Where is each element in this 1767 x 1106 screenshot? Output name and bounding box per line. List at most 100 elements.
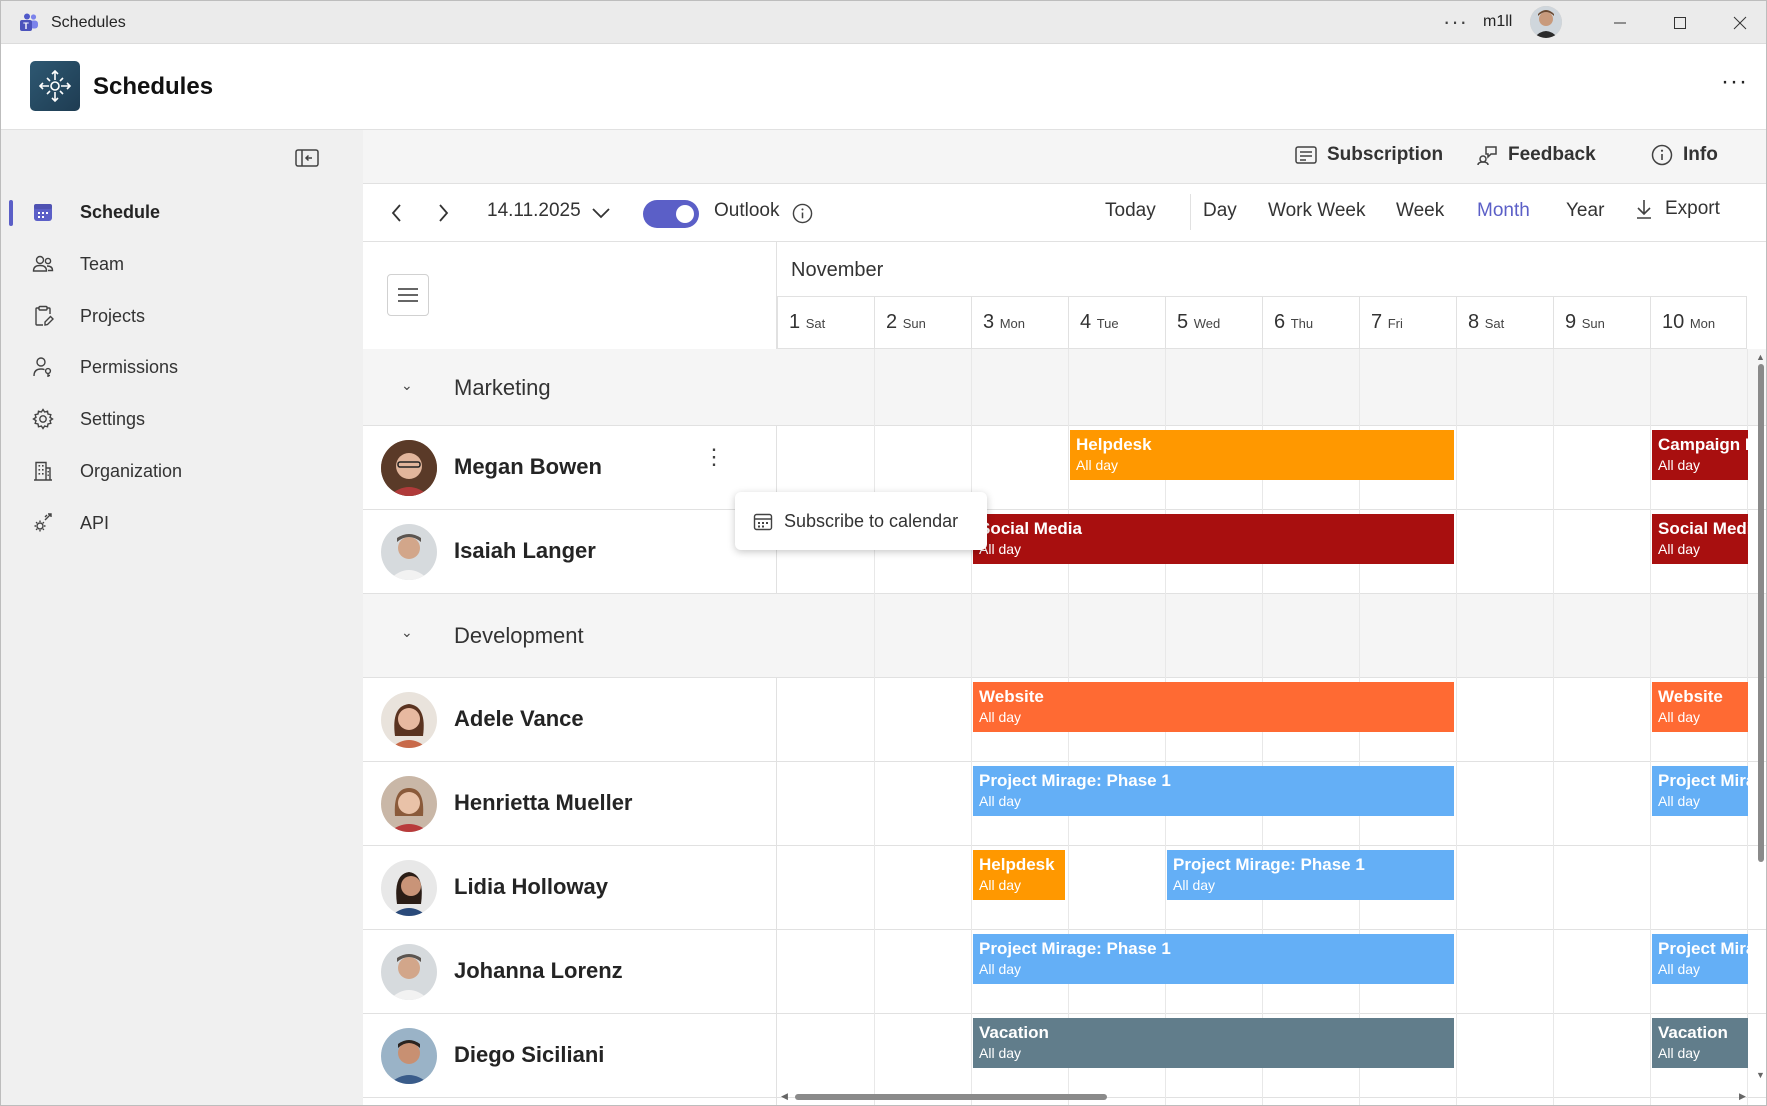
event-campaign-launch[interactable]: Campaign LaunchAll day: [1652, 430, 1748, 480]
scroll-down-icon[interactable]: ▼: [1756, 1070, 1765, 1080]
sidebar-item-label: API: [80, 513, 110, 533]
hamburger-icon: [398, 288, 418, 302]
event-website[interactable]: Website All day: [973, 682, 1454, 732]
people-icon: [32, 255, 54, 272]
chevron-down-icon[interactable]: [591, 206, 611, 220]
sidebar-item-organization[interactable]: Organization: [1, 449, 363, 493]
day-header: 2 Sun: [874, 296, 971, 349]
group-row-development[interactable]: ⌄ Development: [363, 594, 1766, 678]
minimize-icon[interactable]: [1597, 9, 1643, 37]
menu-button[interactable]: [387, 274, 429, 316]
person-name: Adele Vance: [454, 706, 584, 731]
day-header: 5 Wed: [1165, 296, 1262, 349]
day-header: 3 Mon: [971, 296, 1068, 349]
view-day[interactable]: Day: [1203, 200, 1237, 221]
export-label: Export: [1665, 198, 1720, 219]
scrollbar-thumb[interactable]: [1758, 364, 1764, 862]
api-icon: [34, 513, 52, 532]
user-avatar[interactable]: [1530, 6, 1562, 38]
day-header: 4 Tue: [1068, 296, 1165, 349]
view-month[interactable]: Month: [1477, 200, 1530, 221]
event-vacation[interactable]: Vacation All day: [973, 1018, 1454, 1068]
toolbar-divider: [1190, 194, 1191, 230]
view-week[interactable]: Week: [1396, 200, 1445, 221]
grid-line: [1650, 349, 1651, 1105]
close-icon[interactable]: [1717, 9, 1763, 37]
app-more-icon[interactable]: ···: [1721, 68, 1748, 95]
day-header: 10 Mon: [1650, 296, 1747, 349]
sidebar-item-team[interactable]: Team: [1, 242, 363, 286]
group-row-marketing[interactable]: ⌄ Marketing: [363, 349, 1766, 426]
sidebar-item-permissions[interactable]: Permissions: [1, 345, 363, 389]
scroll-left-icon[interactable]: ◀: [781, 1091, 788, 1101]
horizontal-scrollbar[interactable]: ◀ ▶: [781, 1091, 1751, 1103]
sidebar-item-api[interactable]: API: [1, 501, 363, 545]
scroll-up-icon[interactable]: ▲: [1756, 352, 1765, 362]
avatar: [381, 944, 437, 1000]
person-row[interactable]: Isaiah Langer: [363, 510, 1766, 594]
gear-icon: [32, 408, 54, 430]
calendar-icon: [753, 513, 773, 531]
person-row[interactable]: Johanna Lorenz: [363, 930, 1766, 1014]
person-name: Henrietta Mueller: [454, 790, 633, 815]
group-name: Development: [454, 623, 584, 648]
sidebar-item-settings[interactable]: Settings: [1, 397, 363, 441]
subscribe-to-calendar-item[interactable]: Subscribe to calendar: [784, 511, 959, 531]
grid-line: [874, 349, 875, 1105]
sidebar-item-projects[interactable]: Projects: [1, 294, 363, 338]
info-icon[interactable]: [792, 203, 813, 224]
avatar: [381, 692, 437, 748]
chevron-left-icon[interactable]: [390, 203, 404, 223]
person-row[interactable]: Henrietta Mueller: [363, 762, 1766, 846]
sidebar-item-label: Schedule: [80, 202, 161, 222]
more-vertical-icon[interactable]: ⋮: [703, 444, 725, 469]
outlook-toggle[interactable]: [643, 200, 699, 228]
day-header: 9 Sun: [1553, 296, 1650, 349]
calendar-icon: [34, 204, 52, 221]
subscription-icon: [1295, 146, 1317, 164]
event-website[interactable]: Website All day: [1652, 682, 1748, 732]
download-icon: [1637, 200, 1651, 219]
chevron-down-icon[interactable]: ⌄: [401, 624, 413, 640]
date-picker[interactable]: 14.11.2025: [487, 200, 581, 221]
sidebar-item-label: Settings: [80, 409, 146, 429]
chevron-down-icon[interactable]: ⌄: [401, 377, 413, 393]
chevron-right-icon[interactable]: [436, 203, 450, 223]
scroll-right-icon[interactable]: ▶: [1739, 1091, 1746, 1101]
day-header: 7 Fri: [1359, 296, 1456, 349]
grid-line: [1553, 349, 1554, 1105]
event-helpdesk[interactable]: Helpdesk All day: [973, 850, 1065, 900]
info-icon: [1651, 144, 1673, 166]
export-button[interactable]: Export: [1635, 198, 1720, 220]
title-bar: T Schedules ··· m1ll: [1, 1, 1766, 44]
info-button[interactable]: Info: [1651, 144, 1718, 166]
collapse-sidebar-icon[interactable]: [295, 148, 319, 168]
person-row[interactable]: Megan Bowen ⋮: [363, 426, 1766, 510]
top-action-bar: Subscription Feedback Info: [363, 130, 1766, 184]
vertical-scrollbar[interactable]: ▲ ▼: [1756, 352, 1766, 1084]
event-vacation[interactable]: Vacation All day: [1652, 1018, 1748, 1068]
maximize-icon[interactable]: [1657, 9, 1703, 37]
person-row[interactable]: Adele Vance: [363, 678, 1766, 762]
user-name[interactable]: m1ll: [1483, 13, 1513, 30]
view-work-week[interactable]: Work Week: [1268, 200, 1366, 221]
sidebar-item-label: Organization: [80, 461, 183, 481]
feedback-label: Feedback: [1508, 144, 1596, 165]
view-year[interactable]: Year: [1566, 200, 1605, 221]
calendar-toolbar: 14.11.2025 Outlook Today Day Work Week W…: [363, 184, 1766, 242]
subscription-button[interactable]: Subscription: [1295, 144, 1443, 166]
feedback-button[interactable]: Feedback: [1476, 144, 1596, 166]
event-helpdesk[interactable]: Helpdesk All day: [1070, 430, 1454, 480]
scrollbar-thumb[interactable]: [795, 1094, 1107, 1100]
sidebar-item-schedule[interactable]: Schedule: [1, 190, 363, 234]
today-button[interactable]: Today: [1105, 200, 1156, 221]
person-row[interactable]: Lidia Holloway: [363, 846, 1766, 930]
more-options-icon[interactable]: ···: [1443, 9, 1468, 34]
